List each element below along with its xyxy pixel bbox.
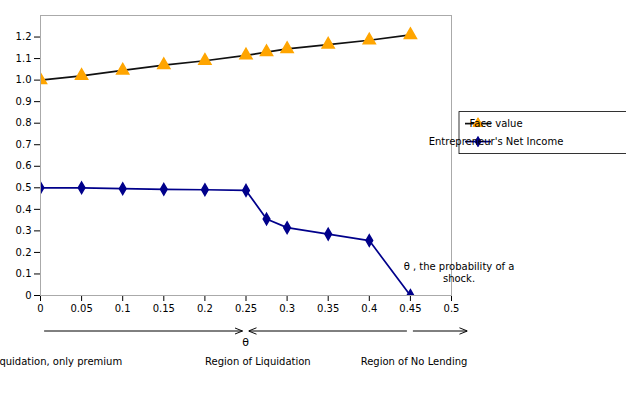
svg-text:0.1: 0.1 bbox=[115, 303, 131, 314]
svg-text:0.5: 0.5 bbox=[444, 303, 460, 314]
svg-text:0.45: 0.45 bbox=[399, 303, 421, 314]
svg-text:1.0: 1.0 bbox=[16, 74, 32, 85]
svg-text:0.4: 0.4 bbox=[361, 303, 377, 314]
svg-text:1.1: 1.1 bbox=[16, 53, 32, 64]
svg-text:0.2: 0.2 bbox=[197, 303, 213, 314]
svg-text:0.9: 0.9 bbox=[16, 96, 32, 107]
svg-text:Region of Liquidation: Region of Liquidation bbox=[205, 356, 311, 367]
svg-text:0.15: 0.15 bbox=[153, 303, 175, 314]
svg-text:0.05: 0.05 bbox=[70, 303, 92, 314]
svg-text:θ , the probability of ashock.: θ , the probability of ashock. bbox=[404, 261, 515, 284]
svg-text:No Liquidation, only premium: No Liquidation, only premium bbox=[0, 356, 122, 367]
svg-text:0: 0 bbox=[37, 303, 43, 314]
svg-text:Region of No Lending: Region of No Lending bbox=[361, 356, 468, 367]
svg-text:0.3: 0.3 bbox=[16, 225, 32, 236]
svg-text:Entrepreneur's Net Income: Entrepreneur's Net Income bbox=[429, 136, 564, 147]
svg-text:0.8: 0.8 bbox=[16, 117, 32, 128]
svg-text:0.25: 0.25 bbox=[235, 303, 257, 314]
svg-text:0.4: 0.4 bbox=[16, 204, 32, 215]
svg-text:0: 0 bbox=[25, 290, 31, 301]
svg-text:0.7: 0.7 bbox=[16, 139, 32, 150]
svg-text:θ: θ bbox=[242, 336, 249, 349]
svg-text:0.1: 0.1 bbox=[16, 268, 32, 279]
svg-text:0.6: 0.6 bbox=[16, 160, 32, 171]
svg-text:Face value: Face value bbox=[469, 118, 522, 129]
svg-text:0.5: 0.5 bbox=[16, 182, 32, 193]
svg-text:0.35: 0.35 bbox=[317, 303, 339, 314]
svg-text:0.3: 0.3 bbox=[279, 303, 295, 314]
svg-text:0.2: 0.2 bbox=[16, 247, 32, 258]
svg-text:1.2: 1.2 bbox=[16, 31, 32, 42]
